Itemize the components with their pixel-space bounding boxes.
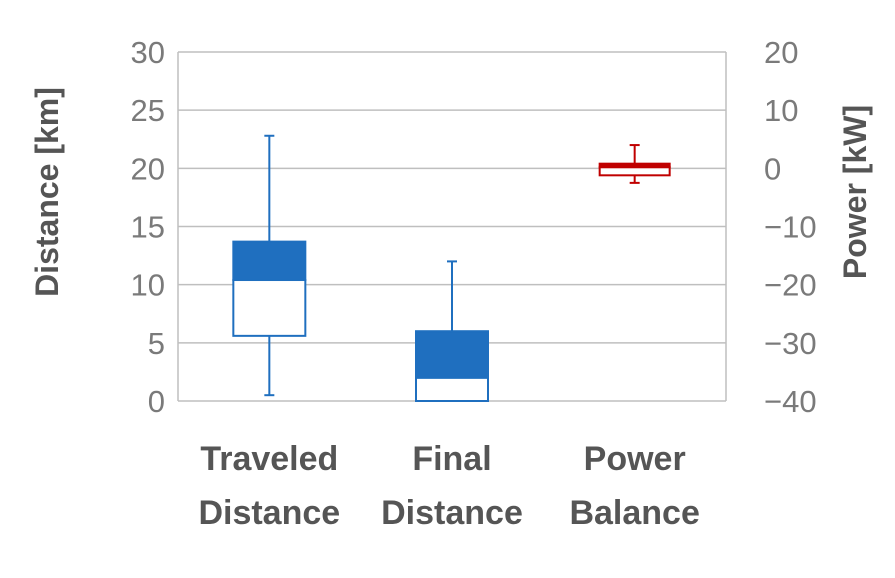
left-tick-label: 10 (131, 268, 165, 303)
category-label: Balance (569, 494, 699, 532)
left-tick-label: 15 (131, 210, 165, 245)
left-axis-ticks: 0 5 10 15 20 25 30 (131, 35, 165, 419)
box-lower (232, 279, 307, 337)
box-series (232, 134, 671, 403)
category-labels: Traveled Distance Final Distance Power Balanc… (198, 440, 699, 532)
right-tick-label: 0 (764, 151, 781, 186)
category-label: Traveled (200, 440, 338, 478)
left-axis-title: Distance [km] (29, 87, 65, 297)
box-traveled-distance (232, 134, 307, 397)
right-axis-ticks: −40 −30 −20 −10 0 10 20 (764, 35, 817, 419)
box-final-distance (415, 260, 489, 403)
right-axis-title: Power [kW] (837, 105, 873, 279)
right-tick-label: −20 (764, 268, 817, 303)
left-tick-label: 5 (148, 326, 165, 361)
right-tick-label: −40 (764, 384, 817, 419)
left-tick-label: 0 (148, 384, 165, 419)
left-tick-label: 25 (131, 93, 165, 128)
category-label: Power (584, 440, 686, 478)
right-tick-label: 10 (764, 93, 798, 128)
right-tick-label: 20 (764, 35, 798, 70)
box-upper (415, 330, 489, 379)
left-tick-label: 30 (131, 35, 165, 70)
box-upper (232, 240, 307, 282)
category-label: Final (412, 440, 491, 478)
category-label: Distance (381, 494, 523, 532)
box-lower (598, 166, 671, 177)
category-label: Distance (198, 494, 340, 532)
box-power-balance (598, 144, 671, 184)
right-tick-label: −10 (764, 210, 817, 245)
box-upper (598, 162, 671, 169)
left-tick-label: 20 (131, 151, 165, 186)
box-lower (415, 376, 489, 403)
right-tick-label: −30 (764, 326, 817, 361)
